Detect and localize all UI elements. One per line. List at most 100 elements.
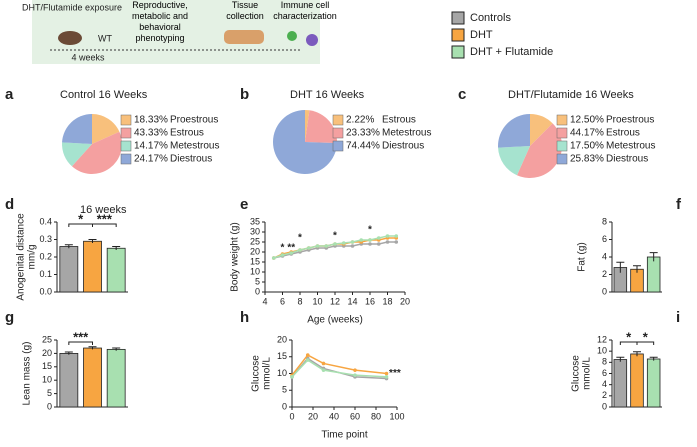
bar [106, 247, 126, 293]
legend-swatch [120, 127, 132, 139]
legend-label: Proestrous [170, 115, 218, 126]
y-axis-label: Body weight (g) [230, 222, 241, 291]
pie-slice [498, 146, 530, 176]
y-tick-label: 0.4 [39, 216, 52, 226]
point [350, 240, 355, 244]
point [305, 353, 310, 357]
legend-label: Controls [470, 12, 511, 24]
y-tick-label: 0.2 [39, 251, 52, 261]
value-label: 74.44% [346, 141, 380, 152]
significance: * [298, 233, 302, 244]
legend-label: DHT + Flutamide [470, 46, 553, 58]
bar [613, 359, 628, 408]
x-tick-label: 16 [365, 296, 375, 306]
pie-slice [71, 131, 122, 174]
value-label: 12.50% [570, 115, 604, 126]
y-axis-label: mmol/L [582, 357, 593, 390]
significance: * [626, 329, 632, 344]
error-bar [64, 351, 73, 355]
x-tick-label: 60 [350, 411, 360, 421]
step: Immune cell characterization [273, 0, 337, 21]
bar [59, 352, 79, 408]
y-axis-label: Fat (g) [577, 242, 588, 271]
y-tick-label: 10 [250, 266, 260, 276]
y-tick-label: 0 [602, 401, 607, 411]
y-axis-label: Anogenital distance [16, 213, 27, 301]
pie-slice [62, 142, 92, 167]
y-tick-label: 15 [277, 351, 287, 361]
y-tick-label: 6 [602, 234, 607, 244]
legend-label: Estrous [170, 128, 204, 139]
y-axis-label: Lean mass (g) [22, 342, 33, 406]
point [290, 375, 294, 379]
x-tick-label: 6 [280, 296, 285, 306]
significance: * [368, 225, 372, 236]
significance: * [643, 329, 649, 344]
legend-swatch [451, 28, 465, 42]
point [384, 375, 389, 379]
step: Tissue collection [226, 0, 264, 21]
y-tick-label: 5 [282, 385, 287, 395]
y-axis-label: Glucose [571, 355, 582, 392]
point [368, 238, 372, 242]
significance: *** [389, 368, 401, 379]
bar [106, 348, 126, 408]
step-box: Tissue collection [226, 0, 264, 21]
y-tick-label: 12 [597, 334, 607, 344]
y-tick-label: 20 [42, 348, 52, 358]
y-tick-label: 25 [42, 334, 52, 344]
pie-slice [530, 114, 553, 146]
pie-slice [498, 114, 530, 148]
point [298, 248, 302, 252]
point [305, 358, 310, 362]
y-tick-label: 2 [602, 269, 607, 279]
error-bar [616, 356, 625, 362]
chart-title: DHT/Flutamide 16 Weeks [508, 89, 634, 101]
point [341, 241, 346, 245]
pie-slice [516, 123, 562, 178]
x-tick-label: 12 [330, 296, 340, 306]
error-bar [633, 265, 641, 273]
legend-label: DHT [470, 29, 493, 41]
point [353, 373, 357, 377]
point [353, 368, 357, 372]
significance-bracket [68, 341, 93, 345]
cell-icon [287, 31, 297, 41]
significance-bracket [636, 341, 655, 345]
point [385, 234, 390, 238]
y-tick-label: 35 [250, 216, 260, 226]
significance: *** [97, 211, 113, 226]
y-tick-label: 30 [250, 226, 260, 236]
y-tick-label: 15 [42, 361, 52, 371]
error-bar [649, 252, 658, 262]
y-tick-label: 0 [282, 401, 287, 411]
cell-icon [306, 34, 318, 46]
legend-swatch [556, 153, 568, 165]
legend-swatch [451, 11, 465, 25]
legend-label: Metestrous [606, 141, 655, 152]
legend-swatch [451, 45, 465, 59]
legend-swatch [332, 140, 344, 152]
y-tick-label: 5 [255, 276, 260, 286]
schematic: DHT/Flutamide exposure WT 4 weeks Reprod… [22, 0, 337, 64]
x-tick-label: 0 [289, 411, 294, 421]
x-tick-label: 8 [297, 296, 302, 306]
panel-label: h [240, 309, 249, 326]
panel-label: c [458, 86, 466, 103]
mouse-label: WT [98, 33, 112, 43]
y-tick-label: 0.1 [39, 269, 52, 279]
duration: 4 weeks [71, 52, 105, 62]
y-tick-label: 10 [597, 346, 607, 356]
value-label: 44.17% [570, 128, 604, 139]
tissue-icon [224, 30, 264, 44]
panel-label: b [240, 86, 249, 103]
pie-slice [273, 110, 337, 174]
value-label: 18.33% [134, 115, 168, 126]
point [315, 244, 320, 248]
bar [83, 347, 102, 408]
legend-swatch [556, 140, 568, 152]
x-tick-label: 4 [262, 296, 267, 306]
point [321, 368, 326, 372]
step-box: Immune cell characterization [273, 0, 337, 21]
value-label: 24.17% [134, 154, 168, 165]
